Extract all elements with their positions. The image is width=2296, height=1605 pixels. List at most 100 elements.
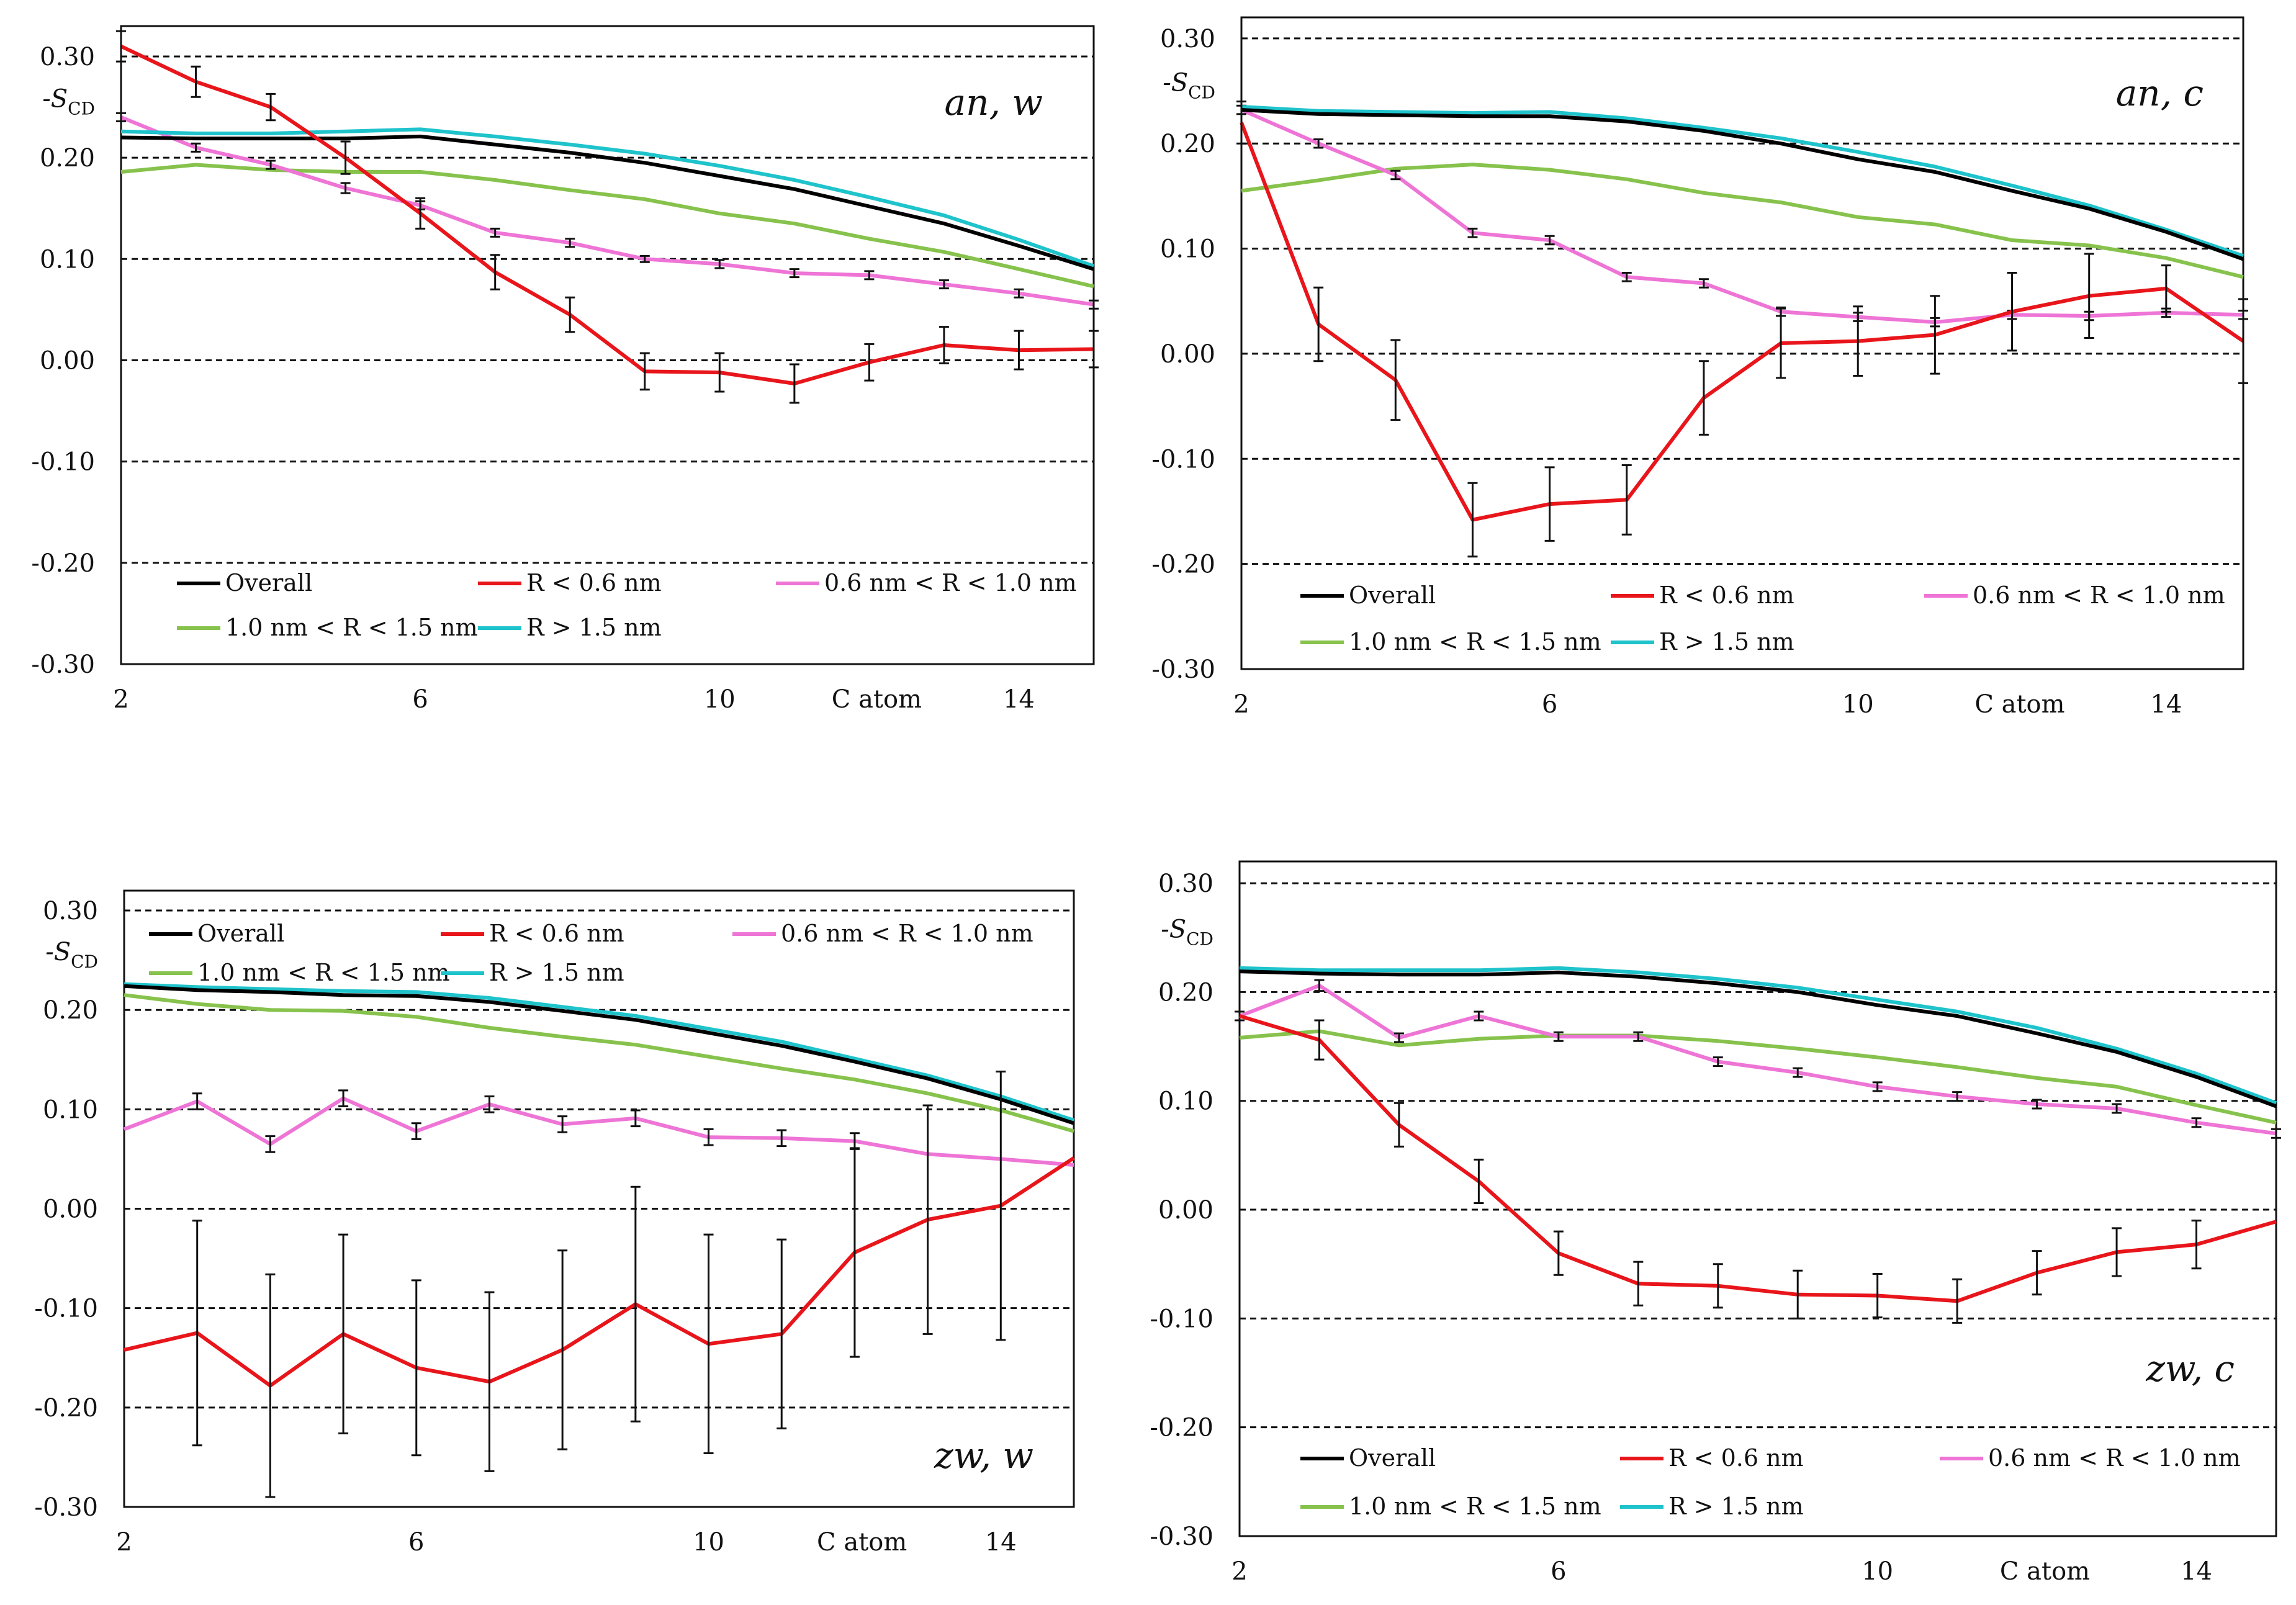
error-bar	[1698, 278, 1709, 289]
legend-label: R < 0.6 nm	[1668, 1444, 1804, 1472]
x-axis-label: C atom	[832, 685, 922, 714]
y-tick-label: 0.10	[1158, 1087, 1213, 1116]
error-bar	[490, 254, 500, 290]
error-bar	[1633, 1261, 1644, 1306]
error-bar	[1314, 979, 1325, 992]
plot-frame	[1238, 860, 2277, 1537]
legend-item: 1.0 nm < R < 1.5 nm	[177, 614, 478, 641]
y-axis-label: -SCD	[42, 85, 95, 119]
error-bar	[490, 227, 500, 238]
y-tick-label: 0.30	[43, 897, 98, 925]
x-tick-label: 10	[704, 685, 736, 714]
y-tick-label: -0.10	[1150, 1305, 1213, 1333]
legend-item: 0.6 nm < R < 1.0 nm	[732, 920, 1033, 947]
error-bar	[2191, 1220, 2202, 1270]
error-bar	[1089, 299, 1099, 310]
legend-item: R < 0.6 nm	[1611, 582, 1794, 609]
legend-item: 1.0 nm < R < 1.5 nm	[1300, 628, 1601, 655]
error-bar	[192, 1092, 202, 1110]
error-bar	[191, 65, 201, 98]
y-axis-label: -SCD	[45, 938, 98, 972]
error-bar	[1474, 1158, 1484, 1205]
series-line-r-1-5-nm	[1241, 105, 2244, 258]
series-line-r-1-5-nm	[1239, 966, 2277, 1105]
legend-item: 0.6 nm < R < 1.0 nm	[776, 569, 1077, 596]
error-bar	[338, 1233, 349, 1434]
plot-frame	[123, 889, 1075, 1508]
x-tick-label: 14	[2150, 690, 2182, 719]
error-bar	[714, 352, 725, 393]
error-bar	[1713, 1263, 1723, 1309]
error-bar	[1390, 169, 1401, 181]
legend-label: 1.0 nm < R < 1.5 nm	[1349, 628, 1601, 655]
legend-item: R > 1.5 nm	[441, 959, 624, 986]
legend-label: 0.6 nm < R < 1.0 nm	[781, 920, 1033, 947]
error-bar	[849, 1147, 860, 1358]
legend-item: 1.0 nm < R < 1.5 nm	[149, 959, 450, 986]
legend-label: R > 1.5 nm	[1659, 628, 1794, 655]
error-bar	[639, 254, 650, 263]
legend-item: 1.0 nm < R < 1.5 nm	[1300, 1493, 1601, 1520]
error-bar	[1553, 1230, 1564, 1276]
error-bar	[484, 1095, 495, 1113]
series-line-0-6-nm-r-1-0-nm	[1240, 108, 2244, 325]
series-line-overall	[1241, 108, 2244, 261]
series-line-r-0-6-nm	[1240, 122, 2244, 522]
series-line-overall	[124, 984, 1074, 1125]
y-tick-label: 0.20	[1160, 130, 1215, 158]
y-tick-label: -0.20	[31, 549, 95, 578]
x-tick-label: 6	[408, 1528, 424, 1557]
legend-label: Overall	[1349, 1444, 1436, 1472]
y-tick-label: 0.00	[1160, 340, 1215, 369]
legend-item: 0.6 nm < R < 1.0 nm	[1924, 582, 2225, 609]
x-tick-label: 2	[1233, 690, 1249, 719]
x-axis-label: C atom	[1974, 690, 2064, 719]
error-bar	[1014, 288, 1024, 299]
error-bar	[864, 343, 875, 382]
legend-label: R < 0.6 nm	[1659, 582, 1794, 609]
series-line-r-0-6-nm	[1239, 1014, 2277, 1303]
error-bar	[1467, 482, 1478, 558]
error-bar	[1872, 1081, 1883, 1092]
legend-label: 0.6 nm < R < 1.0 nm	[1988, 1444, 2241, 1472]
series-line-overall	[1239, 969, 2277, 1108]
legend-label: R > 1.5 nm	[489, 959, 624, 986]
y-tick-label: -0.30	[34, 1493, 98, 1522]
x-tick-label: 6	[1551, 1557, 1566, 1586]
error-bar	[922, 1104, 933, 1335]
error-bar	[2238, 298, 2248, 384]
error-bar	[1633, 1031, 1644, 1042]
legend-item: R < 0.6 nm	[478, 569, 662, 596]
error-bar	[557, 1249, 568, 1450]
legend-item: Overall	[1300, 582, 1436, 609]
error-bar	[1872, 1272, 1883, 1319]
error-bar	[1544, 235, 1555, 246]
y-tick-label: 0.30	[1160, 25, 1215, 53]
y-tick-label: -0.30	[1151, 655, 1215, 684]
error-bar	[1621, 464, 1632, 536]
error-bar	[1393, 1102, 1404, 1148]
error-bar	[565, 238, 575, 248]
legend-item: R > 1.5 nm	[478, 614, 662, 641]
error-bar	[1313, 286, 1324, 362]
error-bar	[1713, 1056, 1723, 1068]
y-tick-label: -0.20	[34, 1394, 98, 1423]
legend-item: R < 0.6 nm	[441, 920, 624, 947]
error-bar	[266, 92, 276, 122]
y-axis-label: -SCD	[1161, 915, 1213, 950]
error-bar	[411, 1122, 421, 1140]
error-bar	[864, 270, 875, 281]
error-bar	[1314, 1019, 1325, 1061]
error-bar	[1793, 1269, 1803, 1320]
x-tick-label: 2	[116, 1528, 132, 1557]
legend-label: R < 0.6 nm	[489, 920, 624, 947]
error-bar	[1621, 272, 1632, 282]
error-bar	[630, 1185, 641, 1423]
series-line-overall	[120, 134, 1094, 271]
error-bar	[703, 1233, 714, 1455]
y-axis-label-main: -S	[42, 85, 68, 114]
x-axis-label: C atom	[2000, 1557, 2090, 1586]
legend-label: R > 1.5 nm	[526, 614, 662, 641]
panel-label: an, w	[945, 81, 1043, 124]
